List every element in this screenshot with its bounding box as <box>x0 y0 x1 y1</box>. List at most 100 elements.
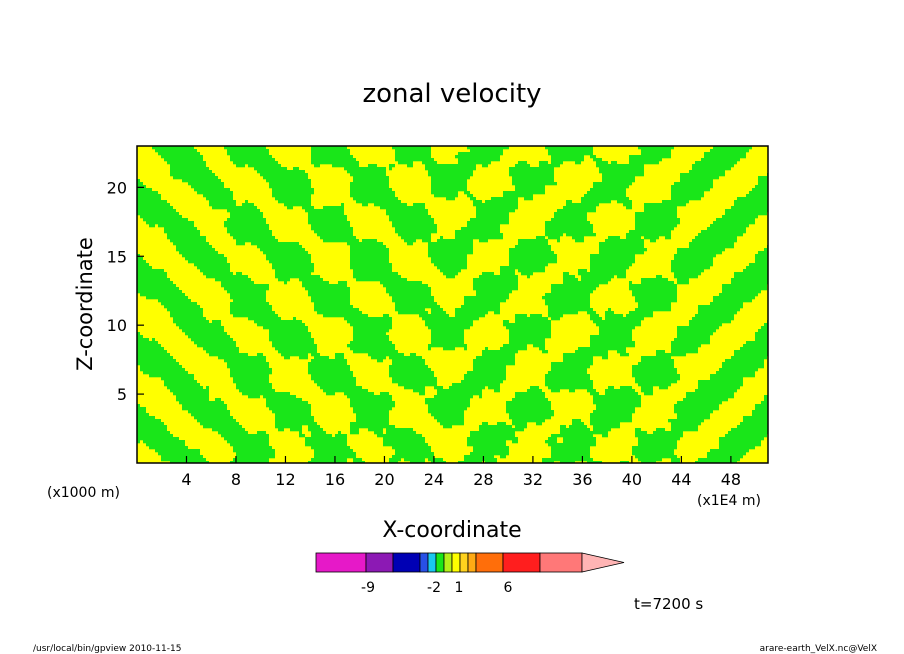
x-tick-label: 32 <box>523 470 543 489</box>
field-region-negative <box>590 188 626 192</box>
field-region-negative <box>566 200 572 204</box>
field-region-negative <box>302 206 314 210</box>
field-region-negative <box>674 272 701 276</box>
field-region-negative <box>509 170 554 174</box>
field-region-negative <box>755 338 768 342</box>
field-region-negative <box>545 380 593 384</box>
field-region-negative <box>473 359 515 363</box>
field-region-negative <box>389 164 395 168</box>
field-region-negative <box>512 440 518 444</box>
colorbar <box>315 552 625 573</box>
field-region-negative <box>722 215 758 219</box>
field-region-negative <box>377 434 422 438</box>
field-region-negative <box>263 176 308 180</box>
field-region-negative <box>323 206 344 210</box>
field-region-negative <box>167 386 203 390</box>
chart-title: zonal velocity <box>362 79 541 109</box>
field-region-negative <box>227 440 269 444</box>
field-region-negative <box>539 164 560 168</box>
field-region-negative <box>581 278 611 282</box>
colorbar-segment <box>475 552 504 573</box>
field-region-negative <box>719 443 761 447</box>
field-region-negative <box>137 287 179 291</box>
field-region-negative <box>593 182 632 186</box>
field-region-negative <box>392 146 431 150</box>
field-region-negative <box>335 356 344 360</box>
field-region-negative <box>551 452 590 456</box>
field-region-negative <box>137 266 152 270</box>
field-region-negative <box>551 449 590 453</box>
field-region-negative <box>386 287 431 291</box>
field-region-negative <box>674 275 698 279</box>
field-region-negative <box>260 173 308 177</box>
field-region-negative <box>191 338 233 342</box>
field-region-negative <box>182 329 224 333</box>
field-region-negative <box>644 209 677 213</box>
field-region-negative <box>590 338 632 342</box>
field-region-negative <box>224 359 266 363</box>
field-region-negative <box>350 404 395 408</box>
field-region-negative <box>629 284 677 288</box>
x-tick-label: 4 <box>181 470 191 489</box>
field-region-negative <box>560 431 608 435</box>
field-region-negative <box>713 146 752 150</box>
colorbar-segment <box>502 552 541 573</box>
field-region-negative <box>590 341 635 345</box>
field-region-negative <box>230 212 263 216</box>
field-region-negative <box>602 179 635 183</box>
field-region-negative <box>755 407 768 411</box>
field-region-negative <box>731 356 767 360</box>
field-region-negative <box>389 356 422 360</box>
field-region-negative <box>170 389 209 393</box>
field-region-negative <box>428 248 473 252</box>
field-region-negative <box>275 197 311 201</box>
field-region-negative <box>596 161 608 165</box>
field-region-negative <box>353 338 389 342</box>
field-region-negative <box>218 431 248 435</box>
field-region-negative <box>353 407 392 411</box>
field-region-negative <box>635 221 680 225</box>
plot-area <box>136 145 769 464</box>
field-region-negative <box>425 323 473 327</box>
field-region-negative <box>272 263 314 267</box>
field-region-negative <box>563 437 596 441</box>
field-region-negative <box>350 173 386 177</box>
field-region-negative <box>137 437 179 441</box>
field-region-negative <box>275 422 317 426</box>
field-region-negative <box>386 212 428 216</box>
field-region-negative <box>737 425 768 429</box>
field-region-negative <box>275 416 314 420</box>
field-region-negative <box>638 458 662 462</box>
field-region-negative <box>335 353 344 357</box>
field-region-negative <box>308 212 344 216</box>
field-region-negative <box>617 350 626 354</box>
field-region-negative <box>308 290 350 294</box>
field-region-negative <box>695 161 737 165</box>
field-region-negative <box>527 275 530 279</box>
field-region-negative <box>464 455 494 459</box>
field-region-negative <box>590 266 629 270</box>
field-region-negative <box>137 407 146 411</box>
field-region-negative <box>356 413 389 417</box>
field-region-negative <box>494 311 500 315</box>
field-region-negative <box>353 326 392 330</box>
field-region-negative <box>605 389 635 393</box>
velocity-field <box>137 146 768 463</box>
field-region-negative <box>632 293 677 297</box>
field-region-negative <box>563 281 608 285</box>
field-region-negative <box>458 152 503 156</box>
field-region-negative <box>548 314 563 318</box>
field-region-negative <box>635 377 680 381</box>
field-region-negative <box>545 299 590 303</box>
field-region-negative <box>269 407 311 411</box>
field-region-negative <box>143 371 188 375</box>
field-region-negative <box>356 416 389 420</box>
field-region-negative <box>545 224 593 228</box>
field-region-negative <box>344 317 392 321</box>
field-region-negative <box>764 395 768 399</box>
field-region-negative <box>671 428 698 432</box>
field-region-negative <box>203 425 242 429</box>
field-region-negative <box>230 302 269 306</box>
field-region-negative <box>404 458 425 462</box>
field-region-negative <box>536 236 545 240</box>
